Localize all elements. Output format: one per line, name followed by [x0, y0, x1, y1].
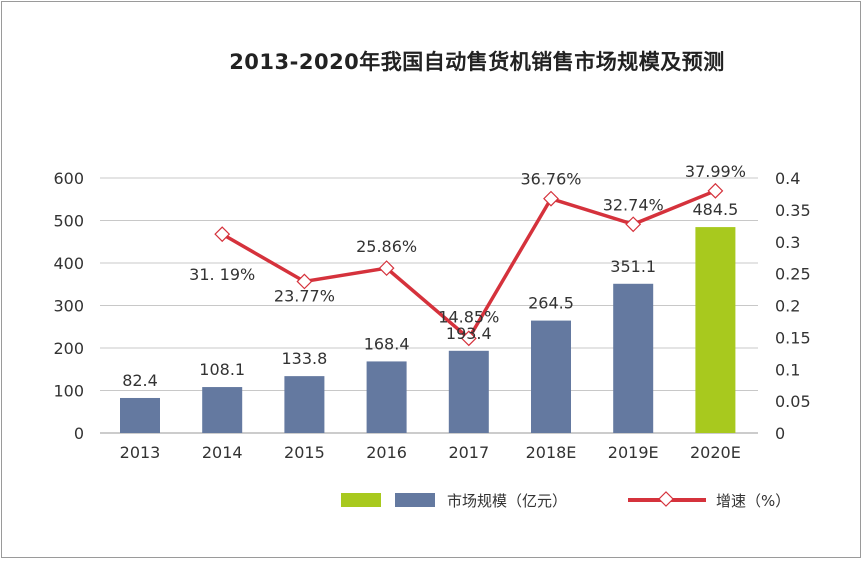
left-tick-label: 400	[53, 254, 84, 273]
right-tick-label: 0.25	[775, 265, 811, 284]
bar-value-label: 264.5	[528, 294, 574, 313]
bar-value-label: 193.4	[446, 324, 492, 343]
growth-marker-2018E	[543, 190, 559, 207]
x-tick-label: 2020E	[690, 443, 741, 462]
x-tick-label: 2019E	[608, 443, 659, 462]
growth-value-label: 32.74%	[603, 195, 664, 214]
right-tick-label: 0	[775, 424, 785, 443]
legend-marker-growth	[658, 491, 674, 507]
bar-value-label: 133.8	[281, 349, 327, 368]
legend-label-growth: 增速（%）	[716, 492, 790, 510]
legend-swatch-market-size	[395, 493, 435, 507]
left-tick-label: 200	[53, 339, 84, 358]
x-tick-label: 2017	[448, 443, 489, 462]
right-tick-label: 0.15	[775, 328, 811, 347]
x-tick-label: 2013	[120, 443, 161, 462]
right-tick-label: 0.4	[775, 169, 800, 188]
left-tick-label: 600	[53, 169, 84, 188]
growth-marker-2014	[214, 226, 231, 243]
left-tick-label: 0	[74, 424, 84, 443]
bar-2019E	[613, 283, 654, 433]
growth-value-label: 25.86%	[356, 237, 417, 256]
x-tick-label: 2018E	[526, 443, 577, 462]
growth-value-label: 31. 19%	[189, 265, 255, 284]
growth-marker-2017	[460, 330, 477, 347]
x-tick-label: 2016	[366, 443, 407, 462]
bar-2015	[284, 376, 325, 433]
bar-value-label: 108.1	[199, 360, 245, 379]
growth-value-label: 37.99%	[685, 162, 746, 181]
right-tick-label: 0.1	[775, 360, 800, 379]
growth-value-label: 36.76%	[520, 170, 581, 189]
left-tick-label: 300	[53, 297, 84, 316]
growth-value-label: 14.85%	[438, 307, 499, 326]
legend-swatch-forecast	[341, 493, 381, 507]
bar-2020E	[695, 227, 736, 433]
growth-marker-2016	[378, 260, 395, 277]
bar-value-label: 351.1	[610, 257, 656, 276]
chart-title: 2013-2020年我国自动售货机销售市场规模及预测	[229, 50, 725, 74]
right-tick-label: 0.05	[775, 392, 811, 411]
bar-value-label: 484.5	[692, 200, 738, 219]
right-tick-label: 0.2	[775, 297, 800, 316]
bar-value-label: 82.4	[122, 371, 158, 390]
growth-marker-2015	[296, 273, 313, 290]
right-tick-label: 0.3	[775, 233, 800, 252]
bar-2014	[202, 387, 243, 433]
legend-label-market-size: 市场规模（亿元）	[447, 492, 567, 510]
bar-value-label: 168.4	[364, 334, 410, 353]
growth-marker-2020E	[707, 182, 724, 199]
legend: 市场规模（亿元） 增速（%）	[341, 491, 790, 510]
bar-2013	[120, 397, 160, 433]
left-tick-label: 500	[53, 212, 84, 231]
bar-2016	[366, 361, 407, 433]
bar-2017	[448, 350, 489, 433]
right-tick-label: 0.35	[775, 201, 811, 220]
x-tick-label: 2015	[284, 443, 325, 462]
growth-marker-2019E	[625, 216, 642, 233]
growth-value-label: 23.77%	[274, 286, 335, 305]
x-tick-label: 2014	[202, 443, 243, 462]
bar-2018E	[531, 320, 571, 433]
left-tick-label: 100	[53, 382, 84, 401]
